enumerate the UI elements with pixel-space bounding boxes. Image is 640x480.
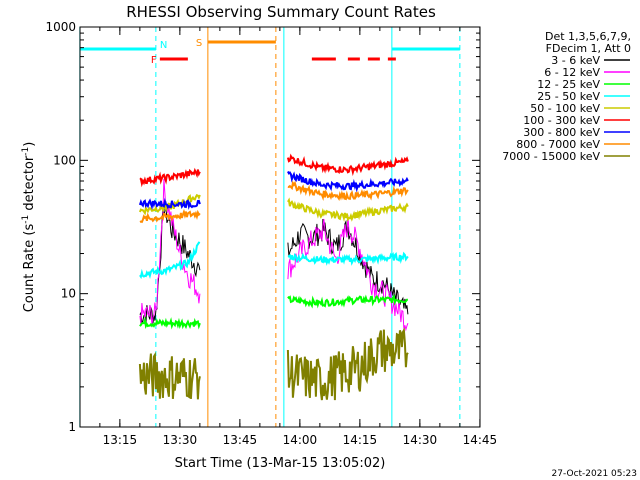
legend-label-4: 25 - 50 keV: [537, 90, 600, 103]
legend-entry-6: 100 - 300 keV: [523, 114, 630, 127]
y-axis-label: Count Rate (s-1 detector-1): [21, 142, 37, 313]
series-6-segment-1: [139, 167, 201, 188]
legend-label-6: 100 - 300 keV: [523, 114, 600, 127]
legend-header-line1: Det 1,3,5,6,7,9,: [545, 30, 631, 43]
legend-entry-7: 300 - 800 keV: [523, 126, 630, 139]
x-tick-label-7: 14:45: [463, 433, 498, 447]
legend-label-1: 3 - 6 keV: [551, 54, 600, 67]
y-tick-label-4: 1000: [45, 20, 76, 34]
legend-header-line2: FDecim 1, Att 0: [546, 42, 631, 55]
axes: 1 10 100 1000 13:15 13:30 13:45 14:00 14:15 14:30…: [45, 20, 497, 447]
x-tick-label-2: 13:30: [163, 433, 198, 447]
x-tick-label-1: 13:15: [103, 433, 138, 447]
series-9-segment-2: [286, 327, 409, 401]
legend-entry-8: 800 - 7000 keV: [516, 138, 630, 151]
series-6-segment-2: [286, 153, 409, 177]
flag-s-label: S: [196, 38, 202, 49]
series-9-segment-1: [138, 351, 201, 400]
legend-entry-4: 25 - 50 keV: [537, 90, 630, 103]
x-tick-label-6: 14:30: [403, 433, 438, 447]
legend-label-7: 300 - 800 keV: [523, 126, 600, 139]
y-axis-label-sup2: -1: [21, 147, 31, 156]
legend: Det 1,3,5,6,7,9, FDecim 1, Att 0 3 - 6 k…: [502, 30, 631, 163]
y-axis-label-sup1: -1: [21, 215, 31, 224]
legend-entry-9: 7000 - 15000 keV: [502, 150, 630, 163]
series-4-segment-2: [287, 251, 409, 266]
y-tick-label-3: 100: [53, 153, 76, 167]
y-tick-label-1: 1: [68, 420, 76, 434]
legend-label-5: 50 - 100 keV: [530, 102, 600, 115]
series-4-segment-1: [139, 241, 201, 280]
legend-label-9: 7000 - 15000 keV: [502, 150, 600, 163]
series-3-segment-2: [287, 293, 408, 309]
footer-date: 27-Oct-2021 05:23: [552, 469, 637, 479]
series-5-segment-1: [138, 193, 201, 216]
series-8-segment-2: [287, 180, 409, 202]
plot-area: NF S: [79, 27, 461, 427]
x-tick-label-5: 14:15: [343, 433, 378, 447]
legend-entry-5: 50 - 100 keV: [530, 102, 630, 115]
series-8-segment-1: [139, 208, 201, 224]
chart-title: RHESSI Observing Summary Count Rates: [126, 3, 436, 21]
flag-f-label: F: [151, 55, 157, 66]
y-axis-label-part1: Count Rate (s: [22, 224, 37, 313]
legend-entry-1: 3 - 6 keV: [551, 54, 630, 67]
legend-entry-3: 12 - 25 keV: [537, 78, 630, 91]
legend-entry-2: 6 - 12 keV: [544, 66, 630, 79]
x-tick-label-3: 13:45: [223, 433, 258, 447]
legend-label-3: 12 - 25 keV: [537, 78, 600, 91]
legend-label-2: 6 - 12 keV: [544, 66, 600, 79]
series-7-segment-1: [138, 197, 201, 211]
y-axis-label-part2: detector: [22, 155, 37, 215]
x-axis-label: Start Time (13-Mar-15 13:05:02): [175, 456, 386, 471]
legend-label-8: 800 - 7000 keV: [516, 138, 600, 151]
x-tick-label-4: 14:00: [283, 433, 318, 447]
series-7-segment-2: [287, 171, 409, 193]
y-axis-label-part3: ): [22, 142, 37, 147]
series-2-segment-1: [139, 178, 201, 326]
series-3-segment-1: [139, 316, 201, 330]
y-tick-label-2: 10: [61, 287, 76, 301]
series-1-segment-1: [139, 201, 201, 325]
series-5-segment-2: [287, 197, 409, 222]
flag-n-label: N: [160, 40, 167, 51]
